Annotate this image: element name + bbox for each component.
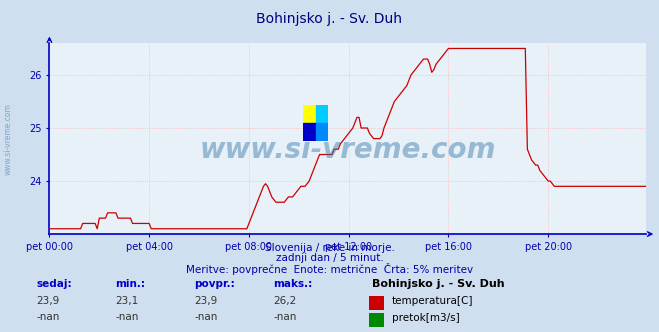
Text: -nan: -nan [36, 312, 59, 322]
Text: 23,1: 23,1 [115, 296, 138, 306]
Text: -nan: -nan [194, 312, 217, 322]
Text: www.si-vreme.com: www.si-vreme.com [200, 136, 496, 164]
Text: Meritve: povprečne  Enote: metrične  Črta: 5% meritev: Meritve: povprečne Enote: metrične Črta:… [186, 263, 473, 275]
Text: pretok[m3/s]: pretok[m3/s] [392, 313, 460, 323]
Text: zadnji dan / 5 minut.: zadnji dan / 5 minut. [275, 253, 384, 263]
Text: temperatura[C]: temperatura[C] [392, 296, 474, 306]
Text: Slovenija / reke in morje.: Slovenija / reke in morje. [264, 243, 395, 253]
Text: www.si-vreme.com: www.si-vreme.com [3, 104, 13, 175]
Bar [303, 105, 316, 123]
Text: sedaj:: sedaj: [36, 279, 72, 289]
Text: povpr.:: povpr.: [194, 279, 235, 289]
Text: Bohinjsko j. - Sv. Duh: Bohinjsko j. - Sv. Duh [372, 279, 505, 289]
Text: min.:: min.: [115, 279, 146, 289]
Text: 26,2: 26,2 [273, 296, 297, 306]
Text: Bohinjsko j. - Sv. Duh: Bohinjsko j. - Sv. Duh [256, 12, 403, 26]
Text: -nan: -nan [273, 312, 297, 322]
Bar [316, 123, 328, 141]
Bar [303, 123, 316, 141]
Text: maks.:: maks.: [273, 279, 313, 289]
Text: 23,9: 23,9 [194, 296, 217, 306]
Bar [316, 105, 328, 123]
Text: 23,9: 23,9 [36, 296, 59, 306]
Text: -nan: -nan [115, 312, 138, 322]
